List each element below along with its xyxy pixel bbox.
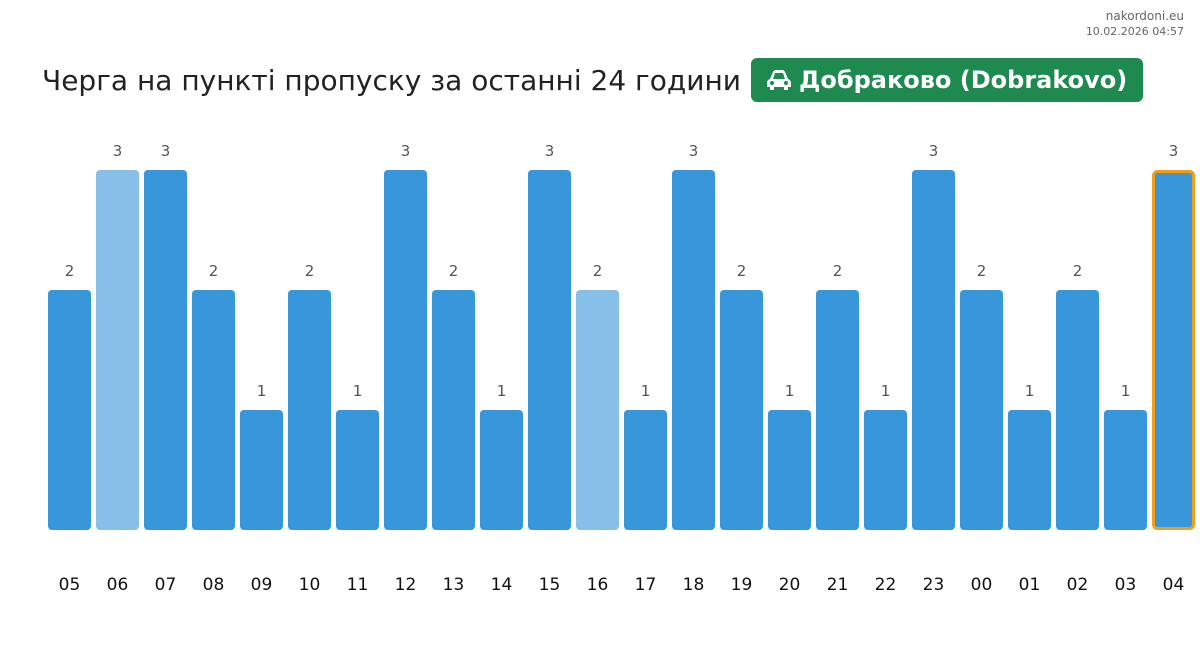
bar-00 — [960, 290, 1003, 530]
x-tick-20: 20 — [779, 575, 801, 595]
bar-08 — [192, 290, 235, 530]
x-tick-12: 12 — [395, 575, 417, 595]
x-tick-09: 09 — [251, 575, 273, 595]
value-label-16: 2 — [593, 262, 603, 280]
value-label-02: 2 — [1073, 262, 1083, 280]
bar-20 — [768, 410, 811, 530]
x-tick-07: 07 — [155, 575, 177, 595]
checkpoint-name: Добраково (Dobrakovo) — [798, 66, 1128, 94]
x-tick-15: 15 — [539, 575, 561, 595]
bar-22 — [864, 410, 907, 530]
bar-16 — [576, 290, 619, 530]
bar-19 — [720, 290, 763, 530]
value-label-13: 2 — [449, 262, 459, 280]
bar-03 — [1104, 410, 1147, 530]
value-label-19: 2 — [737, 262, 747, 280]
header: Черга на пункті пропуску за останні 24 г… — [42, 58, 1144, 102]
bar-17 — [624, 410, 667, 530]
value-label-21: 2 — [833, 262, 843, 280]
value-label-12: 3 — [401, 142, 411, 160]
value-label-00: 2 — [977, 262, 987, 280]
x-tick-21: 21 — [827, 575, 849, 595]
value-label-20: 1 — [785, 382, 795, 400]
bar-18 — [672, 170, 715, 530]
page-title: Черга на пункті пропуску за останні 24 г… — [42, 63, 741, 97]
bar-23 — [912, 170, 955, 530]
bar-12 — [384, 170, 427, 530]
value-label-09: 1 — [257, 382, 267, 400]
x-tick-04: 04 — [1163, 575, 1185, 595]
value-label-14: 1 — [497, 382, 507, 400]
x-tick-02: 02 — [1067, 575, 1089, 595]
value-label-11: 1 — [353, 382, 363, 400]
value-label-07: 3 — [161, 142, 171, 160]
x-tick-17: 17 — [635, 575, 657, 595]
x-tick-16: 16 — [587, 575, 609, 595]
bar-01 — [1008, 410, 1051, 530]
value-label-17: 1 — [641, 382, 651, 400]
value-label-10: 2 — [305, 262, 315, 280]
bar-09 — [240, 410, 283, 530]
bar-15 — [528, 170, 571, 530]
x-tick-11: 11 — [347, 575, 369, 595]
bar-21 — [816, 290, 859, 530]
bar-11 — [336, 410, 379, 530]
car-icon — [766, 70, 791, 90]
x-tick-00: 00 — [971, 575, 993, 595]
x-tick-08: 08 — [203, 575, 225, 595]
x-tick-06: 06 — [107, 575, 129, 595]
x-tick-23: 23 — [923, 575, 945, 595]
x-tick-14: 14 — [491, 575, 513, 595]
bar-14 — [480, 410, 523, 530]
bar-04 — [1152, 170, 1195, 530]
checkpoint-badge: Добраково (Dobrakovo) — [750, 58, 1144, 102]
x-tick-10: 10 — [299, 575, 321, 595]
x-tick-22: 22 — [875, 575, 897, 595]
value-label-23: 3 — [929, 142, 939, 160]
value-label-04: 3 — [1169, 142, 1179, 160]
x-tick-18: 18 — [683, 575, 705, 595]
x-tick-19: 19 — [731, 575, 753, 595]
site-datetime: 10.02.2026 04:57 — [1085, 25, 1184, 38]
value-label-18: 3 — [689, 142, 699, 160]
value-label-05: 2 — [65, 262, 75, 280]
value-label-08: 2 — [209, 262, 219, 280]
value-label-03: 1 — [1121, 382, 1131, 400]
bar-02 — [1056, 290, 1099, 530]
site-domain: nakordoni.eu — [1105, 9, 1184, 23]
bar-13 — [432, 290, 475, 530]
bar-05 — [48, 290, 91, 530]
x-tick-05: 05 — [59, 575, 81, 595]
value-label-22: 1 — [881, 382, 891, 400]
value-label-15: 3 — [545, 142, 555, 160]
x-tick-13: 13 — [443, 575, 465, 595]
value-label-01: 1 — [1025, 382, 1035, 400]
bar-07 — [144, 170, 187, 530]
value-label-06: 3 — [113, 142, 123, 160]
x-tick-01: 01 — [1019, 575, 1041, 595]
bar-10 — [288, 290, 331, 530]
x-tick-03: 03 — [1115, 575, 1137, 595]
site-stamp: nakordoni.eu 10.02.2026 04:57 — [1086, 9, 1184, 39]
bar-06 — [96, 170, 139, 530]
